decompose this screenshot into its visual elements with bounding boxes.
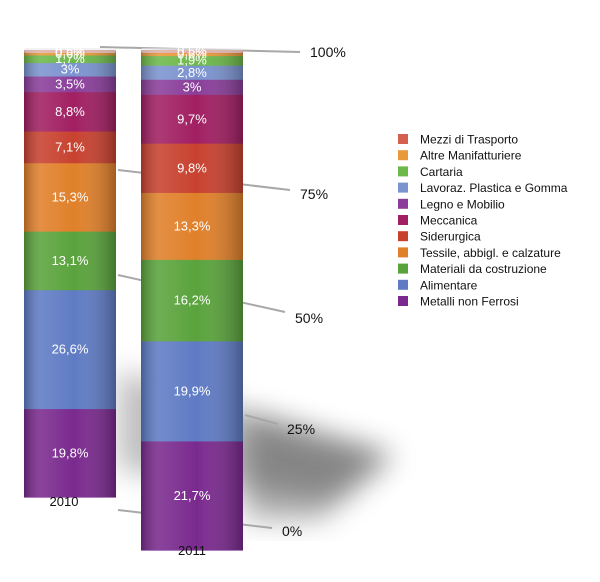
- x-axis-categories: 2010 2011: [50, 494, 206, 558]
- legend-label: Alimentare: [420, 278, 478, 292]
- data-label: 8,8%: [55, 104, 85, 119]
- bar-shading: [141, 50, 243, 550]
- legend-swatch: [398, 231, 408, 242]
- y-tick-label: 0%: [282, 523, 302, 539]
- legend-item: Materiali da costruzione: [398, 262, 547, 276]
- data-label: 21,7%: [174, 488, 211, 503]
- data-label: 0,6%: [177, 46, 207, 61]
- legend-item: Tessile, abbigl. e calzature: [398, 246, 561, 260]
- data-label: 3,5%: [55, 76, 85, 91]
- data-label: 16,2%: [174, 293, 211, 308]
- data-label: 3%: [61, 62, 80, 77]
- legend-item: Cartaria: [398, 165, 463, 179]
- data-label: 26,6%: [52, 342, 89, 357]
- legend-swatch: [398, 150, 408, 161]
- data-label: 13,3%: [174, 219, 211, 234]
- legend-label: Metalli non Ferrosi: [420, 295, 519, 309]
- legend-label: Siderurgica: [420, 230, 481, 244]
- data-label: 1,7%: [55, 51, 85, 66]
- data-label: 0,5%: [177, 44, 207, 59]
- data-label: 13,1%: [52, 253, 89, 268]
- legend-label: Legno e Mobilio: [420, 197, 505, 211]
- data-label: 3%: [183, 79, 202, 94]
- legend-label: Mezzi di Trasporto: [420, 133, 518, 147]
- x-category-label: 2011: [178, 543, 206, 558]
- x-category-label: 2010: [50, 494, 79, 509]
- legend-swatch: [398, 182, 408, 193]
- legend-item: Alimentare: [398, 278, 478, 292]
- data-label: 0,5%: [55, 43, 85, 58]
- bar-top-cap: [24, 48, 116, 53]
- bar-2011: 21,7% 19,9% 16,2% 13,3% 9,8% 9,7% 3%2,8%1,9%0,…: [141, 44, 243, 551]
- data-label: 19,8%: [52, 445, 89, 460]
- legend-item: Lavoraz. Plastica e Gomma: [398, 181, 568, 195]
- legend-swatch: [398, 263, 408, 274]
- legend-label: Meccanica: [420, 214, 478, 228]
- y-tick-label: 75%: [300, 186, 328, 202]
- data-label: 15,3%: [52, 190, 89, 205]
- bar-top-cap: [141, 48, 243, 53]
- legend-swatch: [398, 296, 408, 306]
- bars: 19,8%26,6%13,1%15,3%7,1%8,8%3,5%3%1,7%0,…: [24, 43, 243, 551]
- data-label: 19,9%: [174, 384, 211, 399]
- legend-item: Meccanica: [398, 214, 478, 228]
- legend-swatch: [398, 215, 408, 225]
- legend-item: Metalli non Ferrosi: [398, 295, 519, 309]
- data-label: 1,9%: [177, 53, 207, 68]
- legend-item: Altre Manifatturiere: [398, 149, 522, 163]
- y-tick-label: 25%: [287, 421, 315, 437]
- legend-label: Altre Manifatturiere: [420, 149, 522, 163]
- data-label: 0,6%: [55, 46, 85, 61]
- legend-item: Mezzi di Trasporto: [398, 133, 518, 147]
- legend-swatch: [398, 198, 408, 209]
- legend-item: Siderurgica: [398, 230, 481, 244]
- y-tick-label: 100%: [310, 44, 346, 60]
- legend-label: Tessile, abbigl. e calzature: [420, 246, 561, 260]
- legend-label: Lavoraz. Plastica e Gomma: [420, 181, 568, 195]
- legend-swatch: [398, 134, 408, 144]
- legend-label: Materiali da costruzione: [420, 262, 547, 276]
- data-label: 9,7%: [177, 111, 207, 126]
- data-label: 7,1%: [55, 140, 85, 155]
- bar-shading: [24, 50, 116, 497]
- legend-swatch: [398, 166, 408, 177]
- y-axis-ticks: 0% 25% 50% 75% 100%: [282, 44, 346, 539]
- legend-swatch: [398, 279, 408, 290]
- data-label: 2,8%: [177, 65, 207, 80]
- y-tick-label: 50%: [295, 310, 323, 326]
- legend: Mezzi di Trasporto Altre Manifatturiere Ca…: [398, 133, 568, 309]
- legend-swatch: [398, 247, 408, 258]
- data-label: 9,8%: [177, 160, 207, 175]
- legend-label: Cartaria: [420, 165, 463, 179]
- legend-item: Legno e Mobilio: [398, 197, 505, 211]
- bar-2010: 19,8% 26,6% 13,1% 15,3% 7,1% 8,8% 3,5%3%1,7%0,…: [24, 43, 116, 498]
- shadow-2011: [245, 415, 395, 520]
- gridline: [244, 414, 279, 425]
